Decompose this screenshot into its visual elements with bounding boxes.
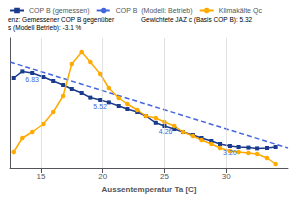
- svg-text:Klimakälte Qc: Klimakälte Qc: [219, 7, 263, 15]
- svg-text:5.52: 5.52: [93, 103, 107, 110]
- svg-text:Gewichtete JAZ c (Basis COP B): Gewichtete JAZ c (Basis COP B): 5.32: [141, 16, 253, 24]
- svg-text:COP B (gemessen): COP B (gemessen): [29, 7, 90, 15]
- svg-text:30: 30: [222, 172, 231, 181]
- svg-text:3.20: 3.20: [223, 149, 237, 156]
- svg-text:4.26: 4.26: [159, 128, 173, 135]
- svg-text:enz: Gemessener COP B gegenübe: enz: Gemessener COP B gegenüber: [8, 16, 115, 24]
- svg-text:Aussentemperatur Ta [C]: Aussentemperatur Ta [C]: [102, 185, 197, 194]
- svg-text:25: 25: [160, 172, 169, 181]
- svg-text:20: 20: [98, 172, 107, 181]
- svg-text:15: 15: [36, 172, 45, 181]
- svg-text:6.83: 6.83: [25, 76, 39, 83]
- svg-text:COP B (Modell: Betrieb): COP B (Modell: Betrieb): [116, 7, 193, 15]
- svg-text:s (Modell Betrieb): -3.1 %: s (Modell Betrieb): -3.1 %: [8, 24, 82, 32]
